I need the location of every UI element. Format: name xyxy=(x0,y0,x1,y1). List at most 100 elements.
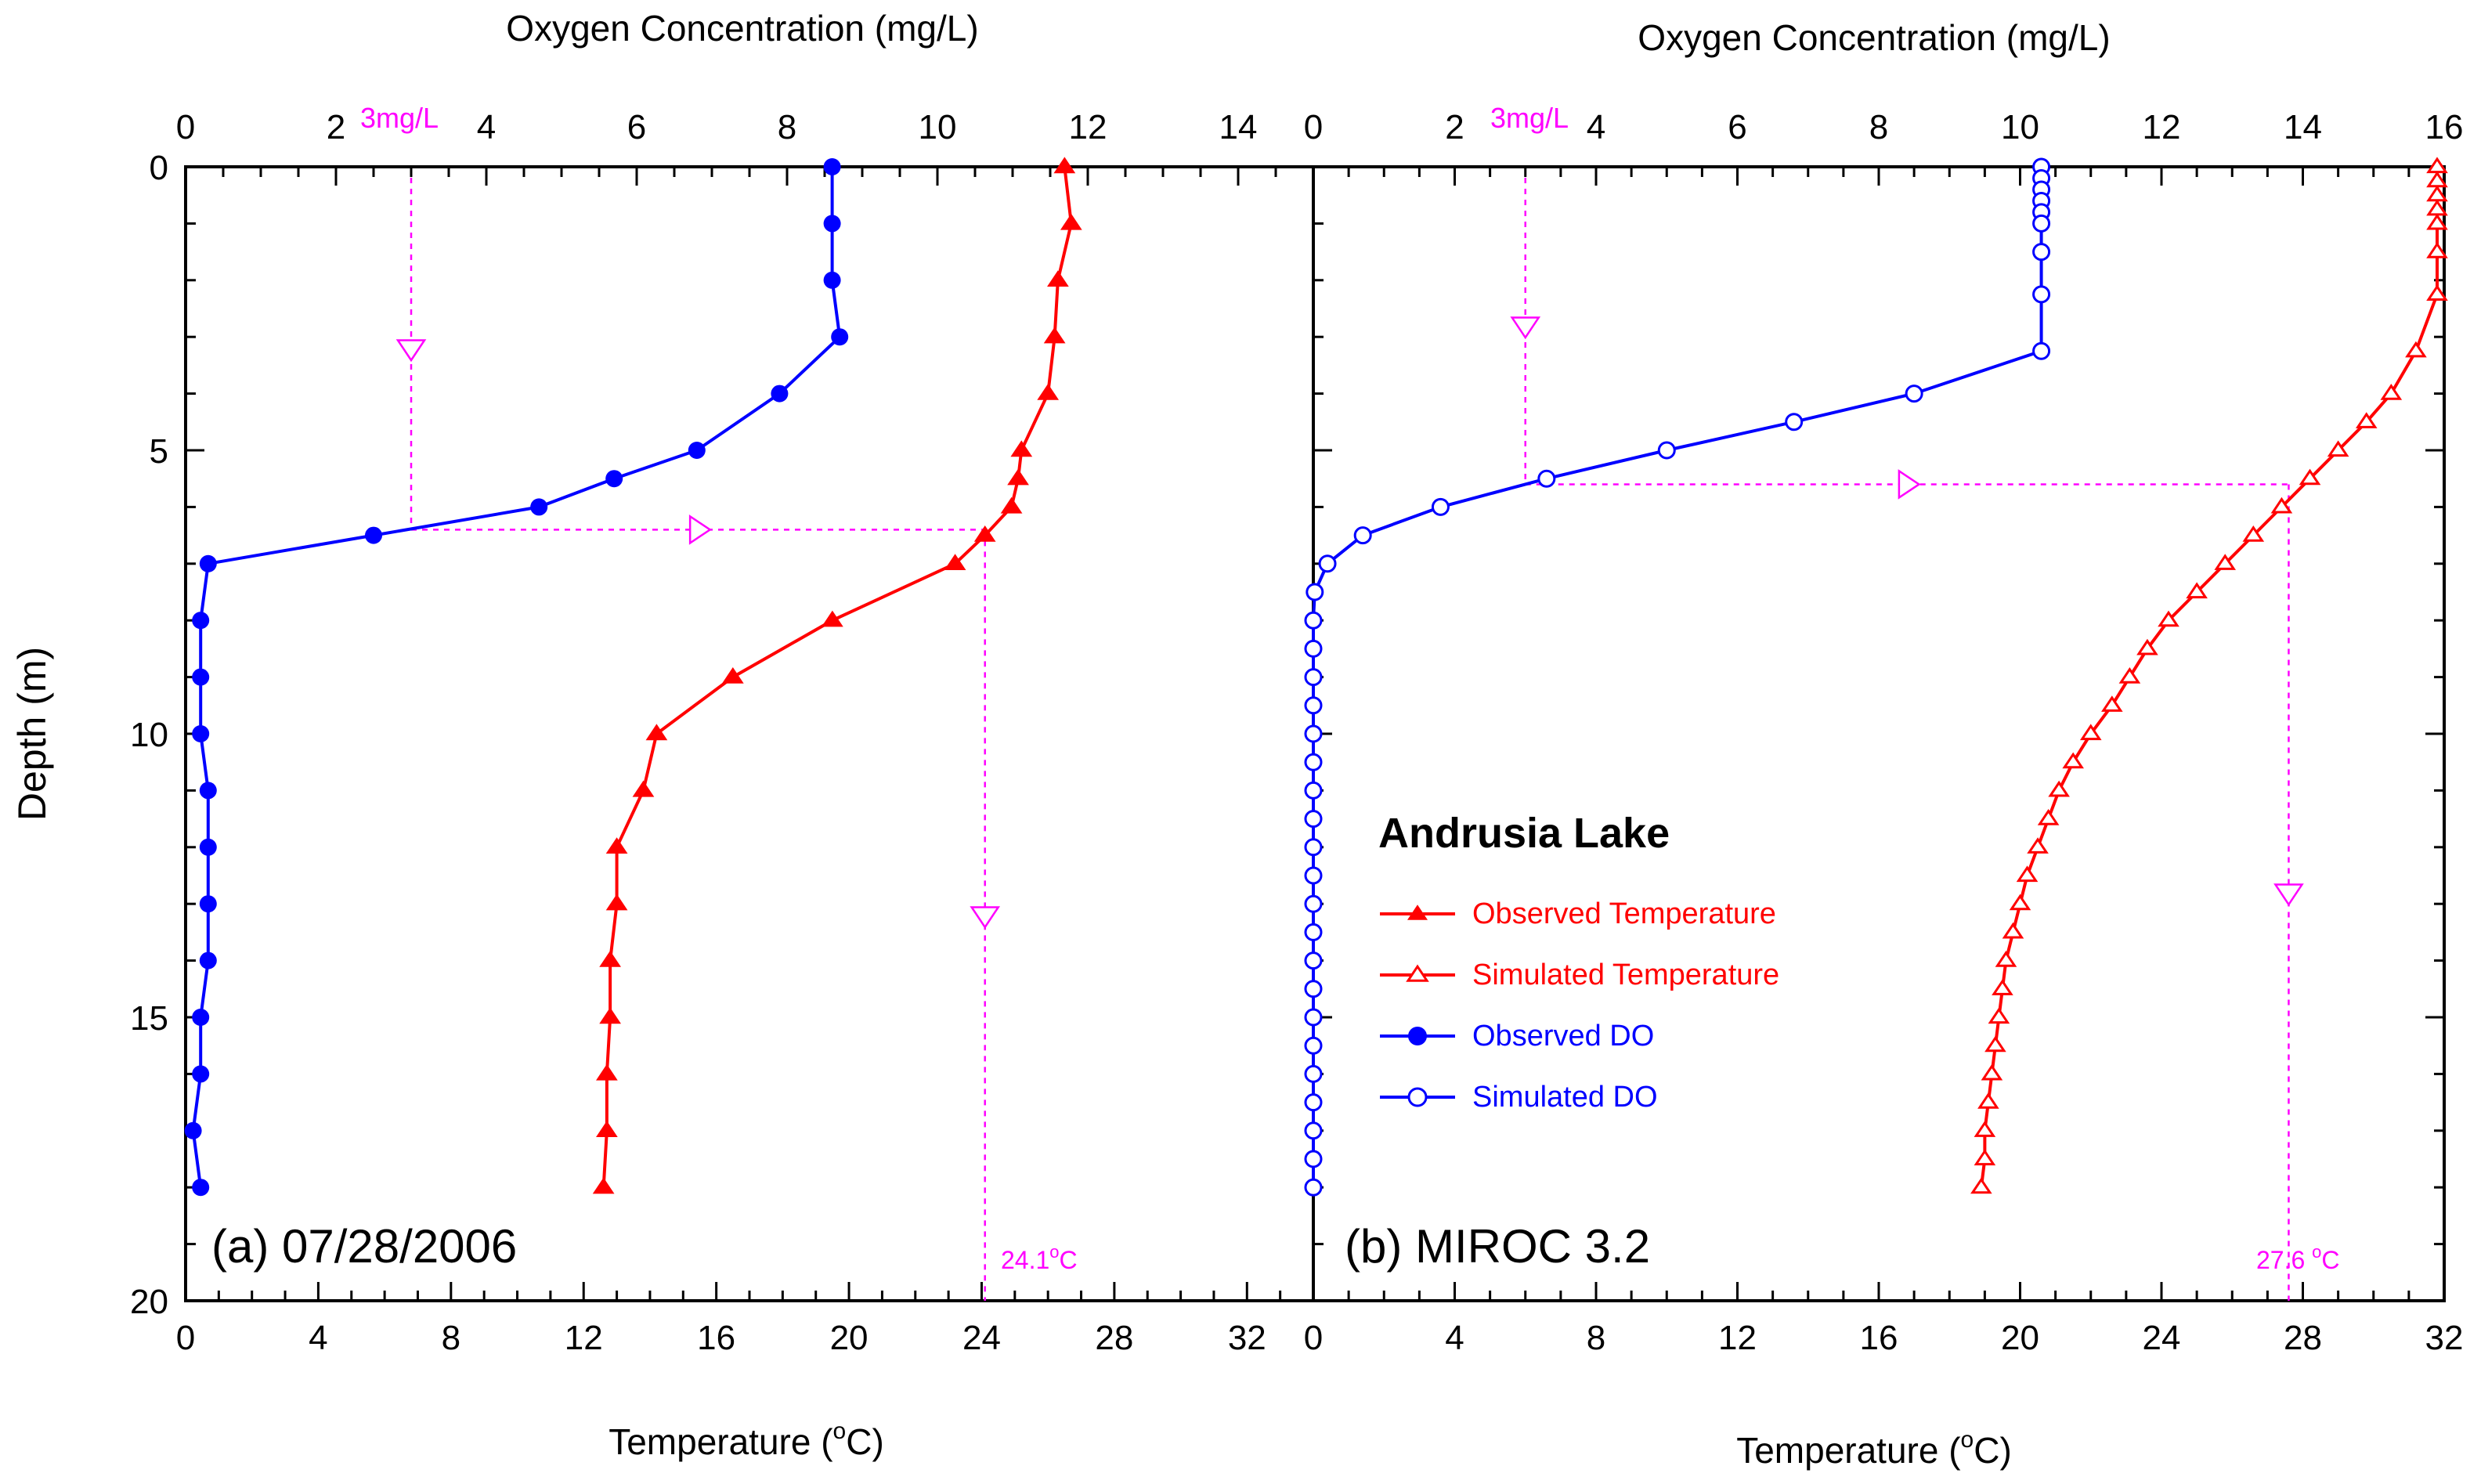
do-point-a xyxy=(192,1009,210,1026)
do-point-a xyxy=(199,895,217,913)
temperature-point-a xyxy=(1053,157,1076,174)
temp-axis-label-a: Temperature (oC) xyxy=(609,1418,884,1462)
do-point-b xyxy=(1304,894,1323,913)
temp-tick-label-a: 0 xyxy=(176,1319,195,1357)
do-point-b xyxy=(1304,753,1323,771)
do-tick-label-a: 0 xyxy=(176,108,195,146)
do-tick-label-b: 2 xyxy=(1445,108,1464,146)
do-point-b xyxy=(1304,611,1323,630)
do-point-b xyxy=(1304,838,1323,857)
do-point-b xyxy=(1304,980,1323,998)
crossing-temp-label-b: 27.6 oC xyxy=(2256,1242,2340,1274)
do-point-b xyxy=(1353,526,1372,545)
depth-tick-label: 10 xyxy=(130,716,168,754)
do-tick-label-b: 16 xyxy=(2425,108,2464,146)
do-tick-label-a: 6 xyxy=(627,108,646,146)
temperature-point-a xyxy=(1043,327,1066,344)
temperature-point-b xyxy=(1977,1092,1999,1109)
do-point-b xyxy=(1304,951,1323,970)
temp-tick-label-b: 16 xyxy=(1860,1319,1898,1357)
do-point-b xyxy=(1304,724,1323,743)
do-tick-label-b: 4 xyxy=(1587,108,1605,146)
temp-axis-label-b: Temperature (oC) xyxy=(1736,1427,2012,1471)
do-point-b xyxy=(1304,639,1323,658)
do-tick-label-a: 8 xyxy=(778,108,796,146)
legend: Andrusia Lake Observed Temperature Simul… xyxy=(1378,810,1779,1114)
legend-title: Andrusia Lake xyxy=(1378,810,1670,857)
do-point-b xyxy=(1304,1008,1323,1027)
do-point-a xyxy=(365,526,382,544)
temperature-point-b xyxy=(2426,213,2448,230)
temperature-point-b xyxy=(2079,724,2102,741)
do-point-a xyxy=(688,442,706,459)
do-point-a xyxy=(823,215,841,233)
temperature-point-b xyxy=(2214,554,2237,570)
temperature-point-b xyxy=(2405,341,2427,358)
temperature-point-a xyxy=(596,1121,618,1137)
do-point-b xyxy=(1304,781,1323,800)
do-tick-label-a: 10 xyxy=(919,108,957,146)
temp-tick-label-a: 28 xyxy=(1095,1319,1133,1357)
temp-tick-label-a: 4 xyxy=(309,1319,327,1357)
do-tick-label-b: 8 xyxy=(1869,108,1888,146)
temperature-point-b xyxy=(2062,752,2084,769)
do-tick-label-b: 0 xyxy=(1304,108,1323,146)
arrow-down-icon xyxy=(2273,883,2304,907)
depth-tick-label: 0 xyxy=(150,149,168,187)
legend-marker-open-circle xyxy=(1407,1087,1428,1107)
do-point-b xyxy=(1304,668,1323,687)
temperature-point-b xyxy=(1974,1149,1996,1166)
do-point-b xyxy=(2032,214,2051,233)
temperature-point-a xyxy=(973,525,996,542)
do-point-b xyxy=(1785,413,1804,431)
do-point-b xyxy=(1905,385,1923,403)
legend-label-observed-do: Observed DO xyxy=(1472,1020,1654,1053)
temp-tick-label-a: 12 xyxy=(565,1319,603,1357)
arrow-down-icon xyxy=(395,339,427,363)
temperature-point-b xyxy=(1995,950,2017,967)
temperature-point-a xyxy=(592,1177,615,1194)
do-point-b xyxy=(1304,923,1323,941)
do-tick-label-a: 4 xyxy=(477,108,496,146)
crossing-temp-label-a: 24.1oC xyxy=(1001,1242,1078,1274)
temperature-point-a xyxy=(599,950,621,967)
temperature-point-a xyxy=(822,610,843,627)
temperature-point-a xyxy=(596,1063,618,1081)
do-threshold-label-b: 3mg/L xyxy=(1490,102,1569,134)
temperature-point-a xyxy=(944,554,966,570)
temp-tick-label-b: 4 xyxy=(1445,1319,1464,1357)
temperature-point-a xyxy=(1047,270,1069,287)
do-point-b xyxy=(1304,1036,1323,1055)
do-point-b xyxy=(1537,469,1556,488)
do-point-a xyxy=(192,612,210,630)
do-point-b xyxy=(1304,1121,1323,1140)
temperature-point-a xyxy=(599,1007,621,1024)
temperature-point-b xyxy=(2327,440,2349,457)
temperature-point-b xyxy=(2101,695,2123,712)
do-point-b xyxy=(1304,1150,1323,1168)
temperature-point-b xyxy=(2380,383,2403,400)
temp-tick-label-b: 0 xyxy=(1304,1319,1323,1357)
do-point-b xyxy=(1306,583,1324,601)
temperature-point-b xyxy=(1970,1177,1992,1194)
legend-marker-filled-triangle xyxy=(1407,904,1428,920)
temp-tick-label-a: 32 xyxy=(1228,1319,1266,1357)
arrow-right-icon xyxy=(688,515,712,545)
arrow-down-icon xyxy=(970,906,1001,930)
temp-tick-label-a: 16 xyxy=(697,1319,735,1357)
temp-tick-label-a: 24 xyxy=(962,1319,1001,1357)
temperature-point-a xyxy=(1037,383,1060,400)
temperature-point-b xyxy=(2426,241,2448,258)
do-point-b xyxy=(1304,1178,1323,1197)
temperature-point-b xyxy=(2037,808,2060,825)
temperature-point-a xyxy=(721,666,744,684)
do-point-b xyxy=(1304,1093,1323,1112)
temperature-point-b xyxy=(2299,468,2321,486)
do-point-b xyxy=(1318,554,1337,573)
do-tick-label-b: 6 xyxy=(1728,108,1746,146)
do-threshold-label-a: 3mg/L xyxy=(360,102,439,134)
depth-tick-label: 20 xyxy=(130,1283,168,1321)
do-tick-label-a: 14 xyxy=(1219,108,1258,146)
